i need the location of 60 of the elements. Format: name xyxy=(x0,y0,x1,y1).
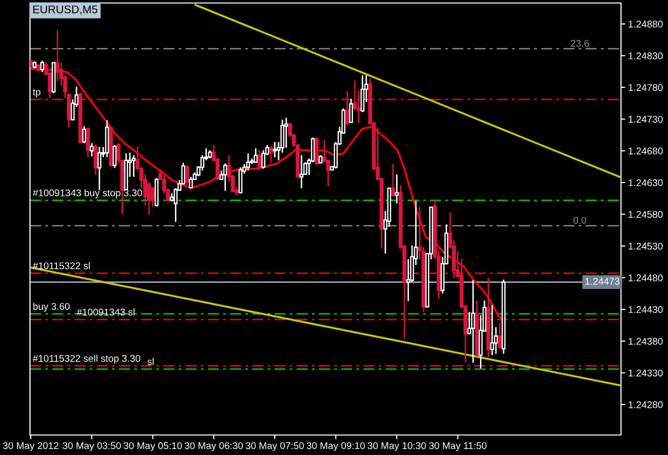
candlestick xyxy=(471,280,476,364)
candlestick xyxy=(112,144,117,169)
candlestick xyxy=(246,152,250,172)
candlestick xyxy=(498,322,502,350)
candlestick xyxy=(284,117,288,148)
y-tick-label: 1.24280 xyxy=(628,401,663,408)
x-tick-label: 30 May 07:50 xyxy=(246,442,304,452)
x-tick-label: 30 May 05:10 xyxy=(124,442,182,452)
y-tick-label: 1.24480 xyxy=(628,274,663,282)
y-tick-label: 1.24630 xyxy=(628,179,663,186)
y-tick-label: 1.24430 xyxy=(628,306,663,314)
chart-title: EURUSD,M5 xyxy=(33,5,98,15)
candlestick xyxy=(254,148,258,164)
x-tick-label: 30 May 06:30 xyxy=(184,442,243,452)
y-tick-label: 1.24880 xyxy=(628,20,663,28)
candlestick xyxy=(300,154,304,189)
candlestick xyxy=(82,125,86,144)
ref-line-label: #10115322 sl xyxy=(32,262,90,270)
ref-line-label: #10091343 buy stop 3.30 xyxy=(32,189,142,198)
candlestick xyxy=(391,163,395,198)
candlestick xyxy=(94,144,98,176)
candlestick xyxy=(86,126,90,158)
x-tick-label: 30 May 09:10 xyxy=(306,442,365,452)
ref-line-label: 1.24473 xyxy=(585,278,620,285)
candlestick xyxy=(150,186,155,208)
candlestick xyxy=(90,142,94,158)
candlestick xyxy=(132,154,136,178)
candlestick xyxy=(394,174,399,204)
candlestick xyxy=(238,166,242,194)
x-tick-label: 30 May 10:30 xyxy=(368,442,426,452)
candlestick xyxy=(223,162,228,192)
candlestick xyxy=(258,149,262,170)
y-tick-label: 1.24680 xyxy=(628,148,663,154)
candlestick xyxy=(360,74,364,113)
candlestick xyxy=(272,141,277,158)
candlestick xyxy=(55,30,60,82)
y-tick-label: 1.24830 xyxy=(628,52,663,60)
ref-line-label: tp xyxy=(32,89,40,98)
y-tick-label: 1.24580 xyxy=(628,210,663,218)
candlestick xyxy=(185,164,190,186)
ref-line-label: buy 3.60 xyxy=(33,302,70,312)
x-tick-label: 30 May 11:50 xyxy=(429,442,487,452)
x-tick-label: 30 May 03:50 xyxy=(62,442,121,452)
y-tick-label: 1.24330 xyxy=(628,370,663,376)
x-tick-label: 30 May 2012 xyxy=(3,442,58,452)
candlestick xyxy=(269,146,273,164)
candlestick xyxy=(349,98,354,124)
y-tick-label: 1.24530 xyxy=(628,242,663,250)
candlestick xyxy=(345,90,350,126)
annotation: 23.6 xyxy=(570,40,589,47)
candlestick xyxy=(490,304,494,356)
y-tick-label: 1.24730 xyxy=(628,116,663,123)
y-tick-label: 1.24380 xyxy=(628,338,663,345)
annotation: 0.0 xyxy=(573,216,586,224)
ref-line-label: sl xyxy=(147,358,154,366)
ref-line-label: #10115322 sell stop 3.30 xyxy=(32,354,140,364)
candlestick xyxy=(261,149,266,170)
candlestick xyxy=(40,60,44,73)
candlestick xyxy=(97,146,102,191)
y-tick-label: 1.24780 xyxy=(628,84,663,91)
